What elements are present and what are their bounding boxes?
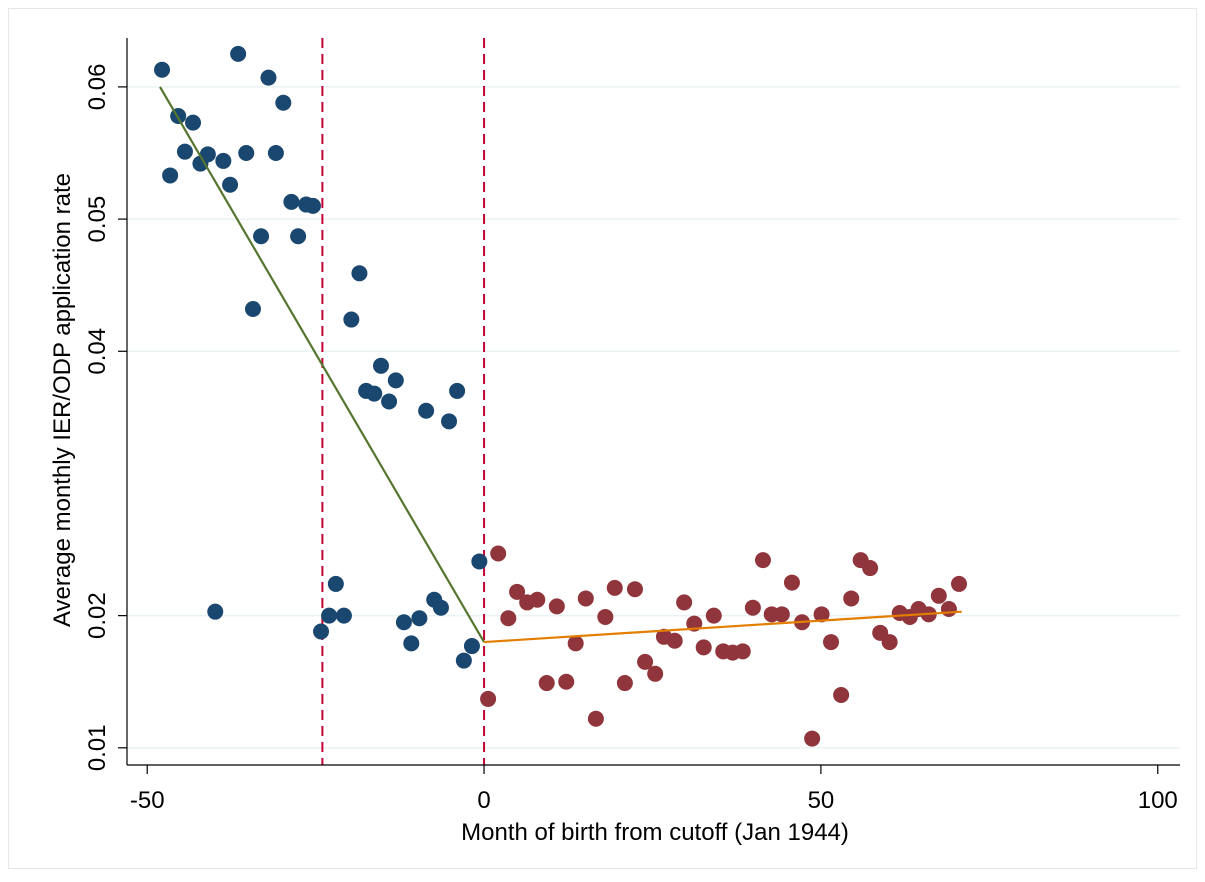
y-tick-label: 0.02 bbox=[84, 592, 111, 639]
point bbox=[940, 601, 957, 618]
x-tick-label: -50 bbox=[130, 787, 165, 814]
point bbox=[813, 606, 830, 623]
point bbox=[862, 560, 879, 577]
point bbox=[238, 144, 255, 161]
point bbox=[823, 634, 840, 651]
point bbox=[490, 545, 507, 562]
point bbox=[176, 143, 193, 160]
point bbox=[951, 575, 968, 592]
point bbox=[199, 146, 216, 163]
point bbox=[773, 606, 790, 623]
point bbox=[509, 583, 526, 600]
point bbox=[695, 639, 712, 656]
point bbox=[432, 599, 449, 616]
point bbox=[463, 638, 480, 655]
point bbox=[754, 552, 771, 569]
point bbox=[411, 610, 428, 627]
point bbox=[372, 357, 389, 374]
point bbox=[783, 574, 800, 591]
point bbox=[587, 710, 604, 727]
point bbox=[185, 114, 202, 131]
y-tick-label: 0.05 bbox=[84, 196, 111, 243]
point bbox=[441, 413, 458, 430]
grid bbox=[127, 86, 1180, 749]
point bbox=[676, 594, 693, 611]
point bbox=[577, 590, 594, 607]
point bbox=[705, 607, 722, 624]
point bbox=[418, 402, 435, 419]
point bbox=[606, 579, 623, 596]
fit-line bbox=[483, 610, 962, 644]
point bbox=[304, 197, 321, 214]
point bbox=[290, 228, 307, 245]
y-axis-title: Average monthly IER/ODP application rate bbox=[49, 173, 76, 627]
point bbox=[253, 228, 270, 245]
point bbox=[387, 372, 404, 389]
fit-line bbox=[159, 86, 486, 643]
point bbox=[403, 635, 420, 652]
point bbox=[267, 144, 284, 161]
point bbox=[500, 610, 517, 627]
point bbox=[230, 45, 247, 62]
point bbox=[207, 603, 224, 620]
point bbox=[335, 607, 352, 624]
point bbox=[222, 176, 239, 193]
point bbox=[154, 61, 171, 78]
plot-area bbox=[154, 38, 968, 765]
y-tick-label: 0.06 bbox=[84, 64, 111, 111]
x-tick-label: 100 bbox=[1138, 787, 1178, 814]
point bbox=[538, 675, 555, 692]
point bbox=[327, 575, 344, 592]
point bbox=[597, 608, 614, 625]
point bbox=[343, 311, 360, 328]
point bbox=[881, 634, 898, 651]
point bbox=[244, 300, 261, 317]
point bbox=[471, 553, 488, 570]
x-tick-label: 50 bbox=[808, 787, 835, 814]
point bbox=[455, 652, 472, 669]
point bbox=[529, 591, 546, 608]
point bbox=[637, 653, 654, 670]
point bbox=[215, 152, 232, 169]
point bbox=[804, 730, 821, 747]
point bbox=[744, 599, 761, 616]
point bbox=[275, 94, 292, 111]
point bbox=[351, 265, 368, 282]
point bbox=[833, 686, 850, 703]
x-axis-title: Month of birth from cutoff (Jan 1944) bbox=[461, 819, 849, 846]
axes: 0.01 0.02 0.04 0.05 0.06 -50 0 50 100 bbox=[84, 38, 1180, 814]
point bbox=[666, 632, 683, 649]
point bbox=[843, 590, 860, 607]
point bbox=[260, 69, 277, 86]
point bbox=[548, 598, 565, 615]
point bbox=[449, 382, 466, 399]
frame bbox=[8, 8, 1197, 869]
point bbox=[567, 635, 584, 652]
x-tick-label: 0 bbox=[477, 787, 490, 814]
y-tick-label: 0.04 bbox=[84, 328, 111, 375]
point bbox=[313, 623, 330, 640]
y-tick-label: 0.01 bbox=[84, 724, 111, 771]
point bbox=[626, 581, 643, 598]
point bbox=[366, 385, 383, 402]
point bbox=[930, 587, 947, 604]
point bbox=[283, 193, 300, 210]
point bbox=[558, 673, 575, 690]
point bbox=[381, 393, 398, 410]
point bbox=[647, 665, 664, 682]
point bbox=[162, 167, 179, 184]
point bbox=[395, 614, 412, 631]
point bbox=[616, 675, 633, 692]
point bbox=[321, 607, 338, 624]
point bbox=[734, 643, 751, 660]
point bbox=[480, 690, 497, 707]
